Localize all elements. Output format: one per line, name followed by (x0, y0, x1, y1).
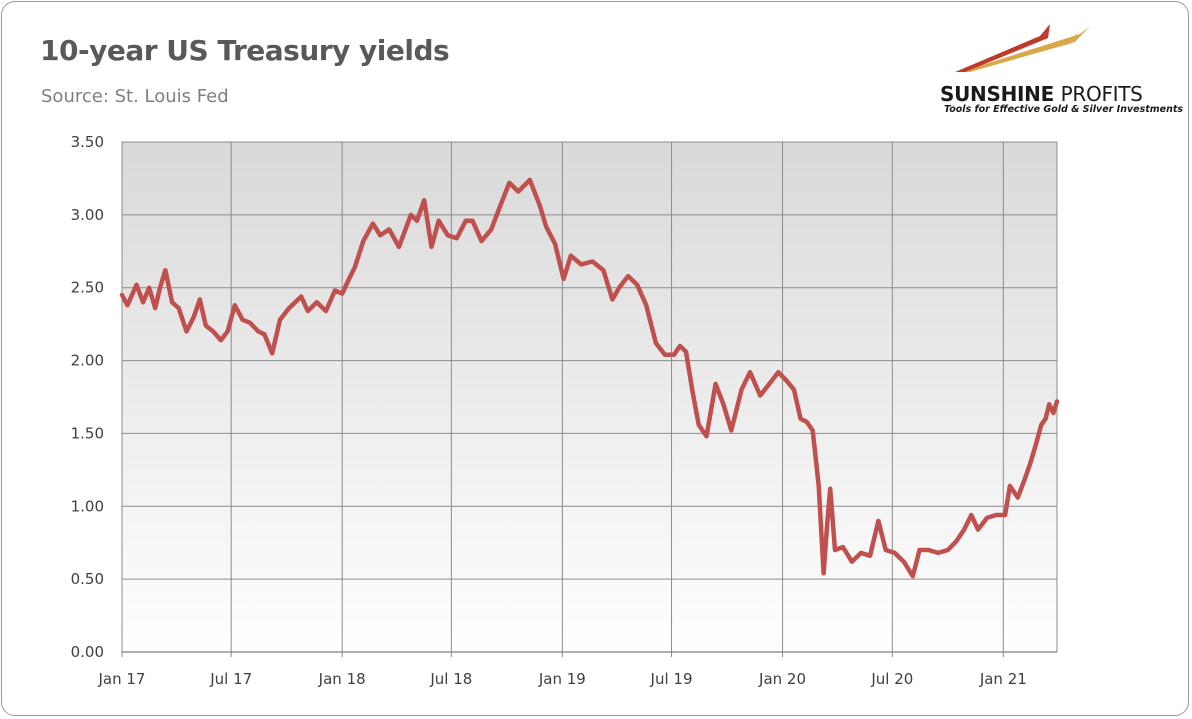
x-tick-label: Jul 17 (209, 670, 252, 688)
logo-tagline: Tools for Effective Gold & Silver Invest… (944, 104, 1184, 115)
x-axis-ticks: Jan 17 Jul 17 Jan 18 Jul 18 Jan 19 Jul 19 Jan … (98, 670, 1027, 688)
logo-name-bold: SUNSHINE (940, 82, 1054, 106)
plot-area (122, 142, 1057, 652)
y-tick-label: 0.50 (71, 570, 104, 588)
y-tick-label: 2.00 (71, 352, 104, 370)
y-tick-label: 3.50 (71, 133, 104, 151)
chart-source: Source: St. Louis Fed (41, 86, 229, 107)
sunshine-profits-logo: SUNSHINE PROFITS Tools for Effective Gol… (930, 22, 1183, 122)
series-line (119, 177, 1060, 579)
y-tick-label: 2.50 (71, 279, 104, 297)
grid-lines (121, 141, 1058, 657)
y-tick-label: 0.00 (71, 643, 104, 661)
x-tick-label: Jul 18 (429, 670, 472, 688)
chart-title: 10-year US Treasury yields (40, 34, 450, 67)
logo-name: SUNSHINE PROFITS (940, 82, 1143, 106)
x-tick-label: Jul 20 (870, 670, 913, 688)
y-axis-ticks: 0.00 0.50 1.00 1.50 2.00 2.50 3.00 3.50 (71, 133, 104, 661)
x-tick-label: Jan 20 (758, 670, 806, 688)
x-tick-label: Jan 17 (98, 670, 146, 688)
x-tick-label: Jul 19 (650, 670, 693, 688)
logo-name-light: PROFITS (1060, 82, 1143, 106)
x-tick-label: Jan 19 (538, 670, 586, 688)
x-tick-label: Jan 21 (979, 670, 1027, 688)
y-tick-label: 3.00 (71, 206, 104, 224)
y-tick-label: 1.50 (71, 424, 104, 442)
series-group (119, 177, 1060, 579)
y-tick-label: 1.00 (71, 497, 104, 515)
x-tick-label: Jan 18 (318, 670, 366, 688)
